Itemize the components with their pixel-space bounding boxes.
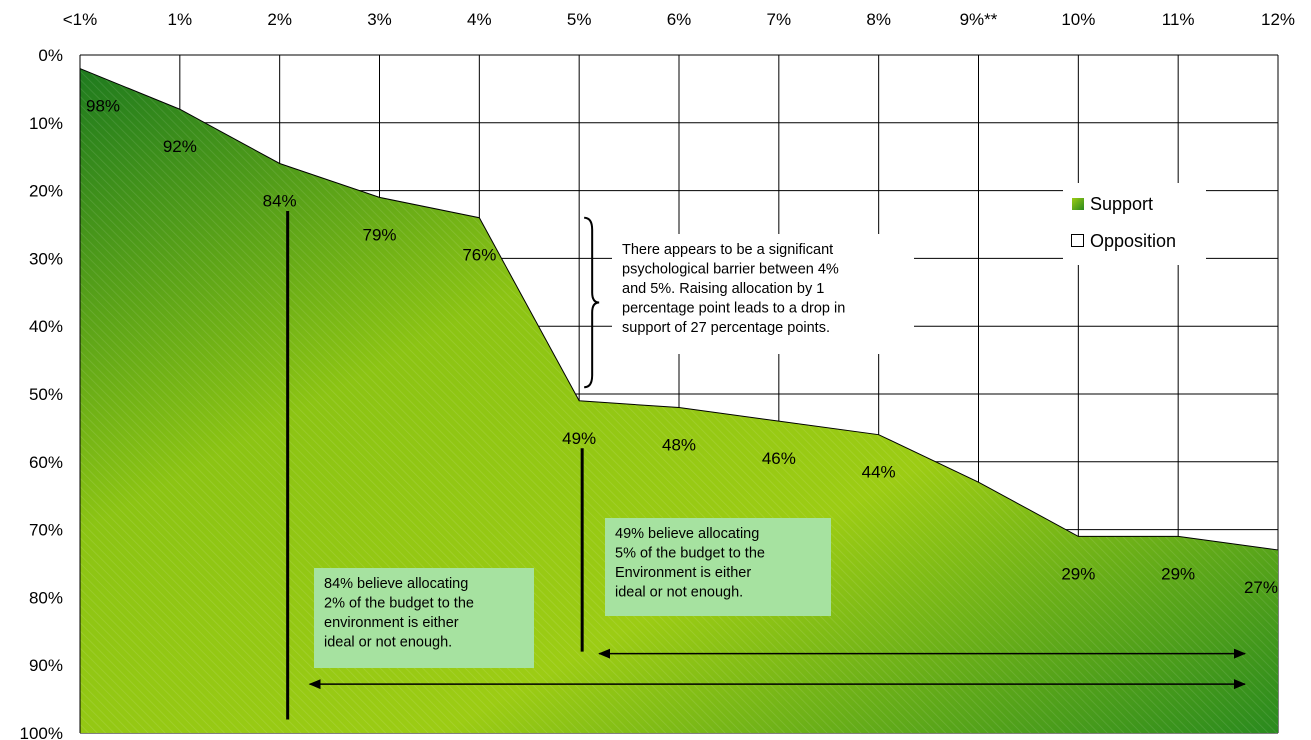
- data-label: 29%: [1061, 564, 1095, 583]
- data-label: 44%: [862, 463, 896, 482]
- barrier-note-line: There appears to be a significant: [622, 242, 833, 258]
- x-tick-label: 8%: [866, 10, 891, 29]
- barrier-brace: [584, 216, 600, 389]
- legend-label-support: Support: [1090, 194, 1153, 214]
- barrier-note-line: percentage point leads to a drop in: [622, 301, 845, 317]
- data-label: 84%: [263, 191, 297, 210]
- note-5pct-box: [605, 518, 831, 616]
- barrier-note: There appears to be a significant psychol…: [612, 234, 914, 354]
- data-label: 79%: [362, 225, 396, 244]
- x-tick-label: 7%: [767, 10, 792, 29]
- data-label: 48%: [662, 436, 696, 455]
- x-tick-label: 10%: [1061, 10, 1095, 29]
- x-tick-label: <1%: [63, 10, 98, 29]
- legend: Support Opposition: [1063, 183, 1206, 265]
- y-tick-label: 60%: [29, 453, 63, 472]
- note-2pct-box: [314, 568, 534, 668]
- support-boundary-line: [79, 68, 1279, 551]
- note-5pct-line: 5% of the budget to the: [615, 546, 765, 562]
- data-label: 92%: [163, 137, 197, 156]
- support-area: [79, 68, 1279, 733]
- barrier-note-box: [612, 234, 914, 354]
- x-tick-label: 9%**: [960, 10, 998, 29]
- y-tick-label: 20%: [29, 182, 63, 201]
- y-tick-label: 70%: [29, 521, 63, 540]
- x-tick-label: 2%: [267, 10, 292, 29]
- annotations: There appears to be a significant psychol…: [286, 210, 1246, 720]
- data-label: 76%: [462, 246, 496, 265]
- note-5pct-line: Environment is either: [615, 565, 751, 581]
- y-tick-label: 40%: [29, 317, 63, 336]
- note-2pct-line: 84% believe allocating: [324, 576, 468, 592]
- data-label: 49%: [562, 429, 596, 448]
- note-5pct: 49% believe allocating 5% of the budget t…: [605, 518, 831, 616]
- x-tick-label: 12%: [1261, 10, 1295, 29]
- y-tick-label: 90%: [29, 656, 63, 675]
- barrier-note-line: psychological barrier between 4%: [622, 262, 839, 278]
- note-2pct-line: 2% of the budget to the: [324, 596, 474, 612]
- data-label: 46%: [762, 449, 796, 468]
- legend-swatch-opposition: [1071, 234, 1084, 247]
- note-5pct-line: 49% believe allocating: [615, 526, 759, 542]
- data-label: 27%: [1244, 578, 1278, 597]
- y-tick-label: 30%: [29, 249, 63, 268]
- y-tick-label: 0%: [38, 46, 63, 65]
- x-tick-label: 11%: [1162, 10, 1195, 29]
- note-2pct-line: environment is either: [324, 615, 459, 631]
- data-labels: 98% 92% 84% 79% 76% 49% 48% 46% 44% 29% 29% 27%: [86, 97, 1278, 597]
- y-tick-label: 100%: [20, 724, 63, 740]
- note-2pct: 84% believe allocating 2% of the budget t…: [314, 568, 534, 668]
- note-2pct-line: ideal or not enough.: [324, 635, 452, 651]
- legend-swatch-support: [1072, 198, 1084, 210]
- barrier-note-line: and 5%. Raising allocation by 1: [622, 281, 824, 297]
- legend-label-opposition: Opposition: [1090, 231, 1176, 251]
- data-label: 29%: [1161, 564, 1195, 583]
- y-tick-label: 80%: [29, 588, 63, 607]
- support-area-texture: [80, 68, 1278, 733]
- x-tick-label: 1%: [168, 10, 193, 29]
- y-tick-label: 10%: [29, 114, 63, 133]
- x-tick-label: 4%: [467, 10, 492, 29]
- y-tick-label: 50%: [29, 385, 63, 404]
- data-label: 98%: [86, 97, 120, 116]
- note-5pct-line: ideal or not enough.: [615, 585, 743, 601]
- axes: <1% 1% 2% 3% 4% 5% 6% 7% 8% 9%** 10% 11% 12% 0% 10% 20%…: [20, 10, 1296, 740]
- barrier-note-line: support of 27 percentage points.: [622, 320, 830, 336]
- x-tick-label: 6%: [667, 10, 692, 29]
- x-tick-label: 3%: [367, 10, 392, 29]
- legend-box: [1063, 183, 1206, 265]
- x-tick-label: 5%: [567, 10, 592, 29]
